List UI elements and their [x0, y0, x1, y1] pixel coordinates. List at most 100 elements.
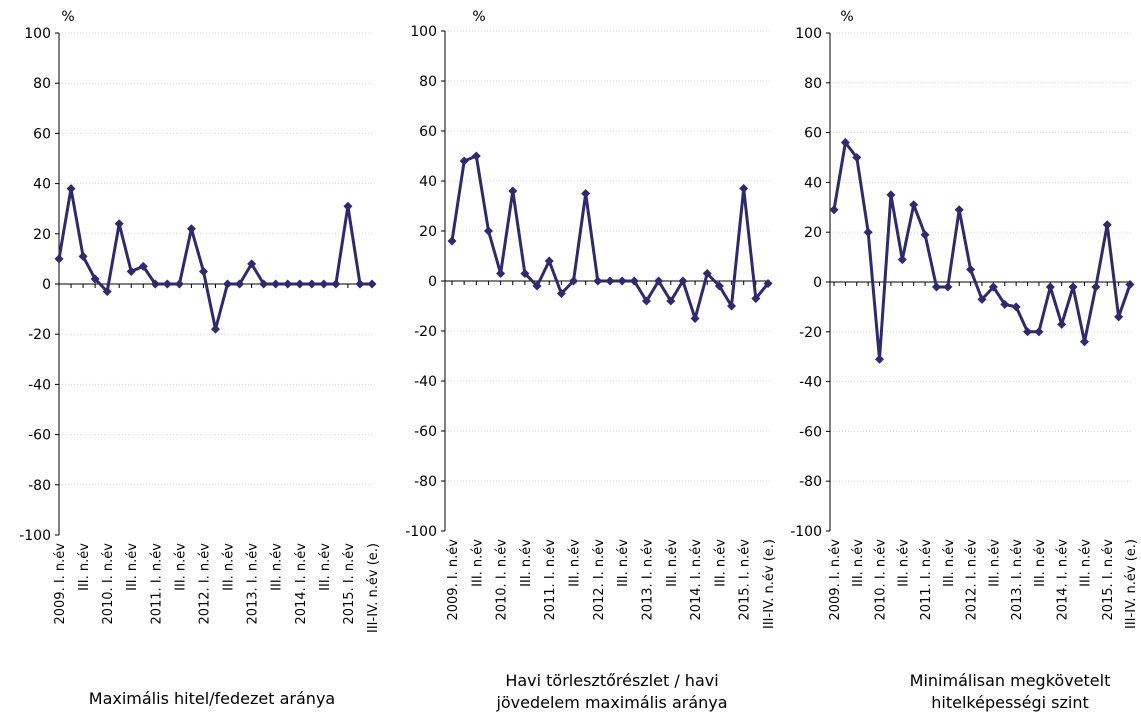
- x-tick-label: 2012. I. n.év: [965, 539, 980, 621]
- x-tick-label: III. n.év: [519, 539, 534, 587]
- data-point: [1079, 337, 1089, 347]
- chart-title-line: hitelképességi szint: [931, 693, 1088, 712]
- data-point: [544, 256, 554, 266]
- y-tick-label: 100: [795, 26, 822, 42]
- data-point: [508, 186, 518, 196]
- data-point: [763, 279, 773, 288]
- data-point: [875, 354, 885, 364]
- data-point: [355, 279, 365, 289]
- x-tick-label: III. n.év: [1078, 539, 1093, 587]
- x-tick-label: 2010. I. n.év: [874, 539, 889, 621]
- series-line: [57, 187, 372, 331]
- x-tick-label: 2014. I. n.év: [294, 543, 309, 625]
- data-point: [54, 254, 64, 264]
- x-tick-label: 2009. I. n.év: [53, 543, 68, 625]
- y-tick-label: 0: [428, 274, 437, 290]
- y-tick-label: -40: [414, 374, 437, 390]
- data-point: [1000, 299, 1010, 309]
- data-point: [1057, 319, 1067, 329]
- data-point: [1023, 327, 1033, 337]
- y-tick-label: 100: [24, 26, 51, 42]
- data-point: [1102, 220, 1112, 230]
- x-tick-label: 2012. I. n.év: [197, 543, 212, 625]
- y-tick-label: -100: [19, 528, 51, 544]
- x-tick-label: 2013. I. n.év: [246, 543, 261, 625]
- y-tick-label: -20: [799, 325, 822, 341]
- x-tick-label: III. n.év: [222, 543, 237, 591]
- data-point: [126, 266, 136, 276]
- x-tick-label: 2011. I. n.év: [543, 539, 558, 621]
- data-point: [727, 301, 737, 311]
- data-point: [235, 279, 245, 289]
- y-tick-label: 40: [33, 177, 51, 193]
- x-tick-label: III. n.év: [77, 543, 92, 591]
- data-point: [1091, 282, 1101, 292]
- unit-label: %: [472, 9, 485, 25]
- y-tick-label: 80: [804, 76, 822, 92]
- y-tick-label: 60: [804, 126, 822, 142]
- data-point: [295, 279, 305, 289]
- data-point: [629, 276, 639, 286]
- y-tick-label: -20: [414, 324, 437, 340]
- data-point: [331, 279, 341, 289]
- data-point: [1125, 279, 1135, 289]
- data-point: [186, 224, 196, 234]
- y-tick-label: -60: [799, 424, 822, 440]
- y-tick-label: 20: [419, 224, 437, 240]
- y-tick-label: 0: [813, 275, 822, 291]
- y-tick-label: -80: [799, 474, 822, 490]
- data-point: [102, 287, 112, 297]
- data-point: [702, 269, 712, 278]
- chart-title-line: jövedelem maximális aránya: [495, 693, 727, 712]
- y-tick-label: -40: [799, 375, 822, 391]
- y-tick-label: 80: [33, 76, 51, 92]
- data-point: [593, 276, 603, 286]
- data-point: [150, 279, 160, 289]
- x-tick-label: III. n.év: [896, 539, 911, 587]
- y-tick-label: -60: [28, 428, 51, 444]
- data-point: [751, 294, 761, 303]
- chart-3: -100 -80 -60 -40 -20 0 20 40 60 80 100% 2009. I. n.…: [790, 9, 1139, 712]
- x-tick-label: III-IV. n.év (e.): [762, 539, 777, 629]
- data-point: [471, 151, 481, 161]
- data-point: [247, 259, 257, 269]
- x-tick-label: 2014. I. n.év: [689, 539, 704, 621]
- data-point: [138, 261, 148, 271]
- chart-title: Maximális hitel/fedezet aránya: [89, 689, 335, 708]
- data-point: [162, 279, 172, 289]
- data-point: [931, 282, 941, 292]
- y-tick-label: 20: [33, 227, 51, 243]
- x-tick-label: III. n.év: [568, 539, 583, 587]
- chart-2: -100 -80 -60 -40 -20 0 20 40 60 80 100% 2009. I. n.…: [405, 9, 777, 712]
- x-tick-label: 2010. I. n.év: [101, 543, 116, 625]
- chart-title: Minimálisan megkövetelt hitelképességi sz…: [910, 671, 1111, 712]
- x-tick-label: III. n.év: [851, 539, 866, 587]
- data-point: [988, 282, 998, 292]
- y-tick-label: -20: [28, 327, 51, 343]
- data-point: [1011, 302, 1021, 312]
- chart-title-line: Havi törlesztőrészlet / havi: [505, 671, 718, 690]
- data-point: [90, 274, 100, 284]
- x-tick-label: 2015. I. n.év: [738, 539, 753, 621]
- y-tick-label: 60: [33, 126, 51, 142]
- data-point: [556, 289, 566, 298]
- x-tick-label: III. n.év: [270, 543, 285, 591]
- data-point: [654, 276, 664, 286]
- data-point: [283, 279, 293, 289]
- unit-label: %: [840, 9, 853, 25]
- data-point: [690, 314, 700, 323]
- data-point: [569, 276, 579, 286]
- data-point: [114, 219, 124, 229]
- x-tick-label: 2009. I. n.év: [828, 539, 843, 621]
- x-tick-label: III. n.év: [616, 539, 631, 587]
- data-point: [259, 279, 269, 289]
- x-tick-label: 2011. I. n.év: [149, 543, 164, 625]
- data-point: [678, 276, 688, 286]
- y-tick-label: 40: [419, 174, 437, 190]
- chart-1: -100 -80 -60 -40 -20 0 20 40 60 80 100% 2009. I. n.…: [19, 9, 381, 708]
- data-point: [852, 153, 862, 162]
- y-tick-label: -100: [405, 524, 437, 540]
- data-point: [641, 296, 651, 306]
